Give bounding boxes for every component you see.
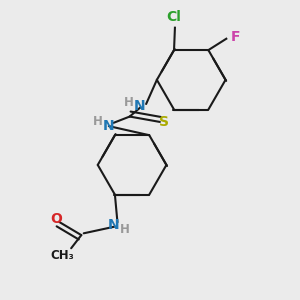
Text: O: O xyxy=(50,212,62,226)
Text: F: F xyxy=(231,29,241,44)
Text: N: N xyxy=(108,218,119,232)
Text: H: H xyxy=(93,115,103,128)
Text: Cl: Cl xyxy=(166,10,181,24)
Text: S: S xyxy=(159,115,169,129)
Text: N: N xyxy=(134,99,146,113)
Text: CH₃: CH₃ xyxy=(50,249,74,262)
Text: N: N xyxy=(102,118,114,133)
Text: H: H xyxy=(120,223,130,236)
Text: H: H xyxy=(124,96,134,109)
